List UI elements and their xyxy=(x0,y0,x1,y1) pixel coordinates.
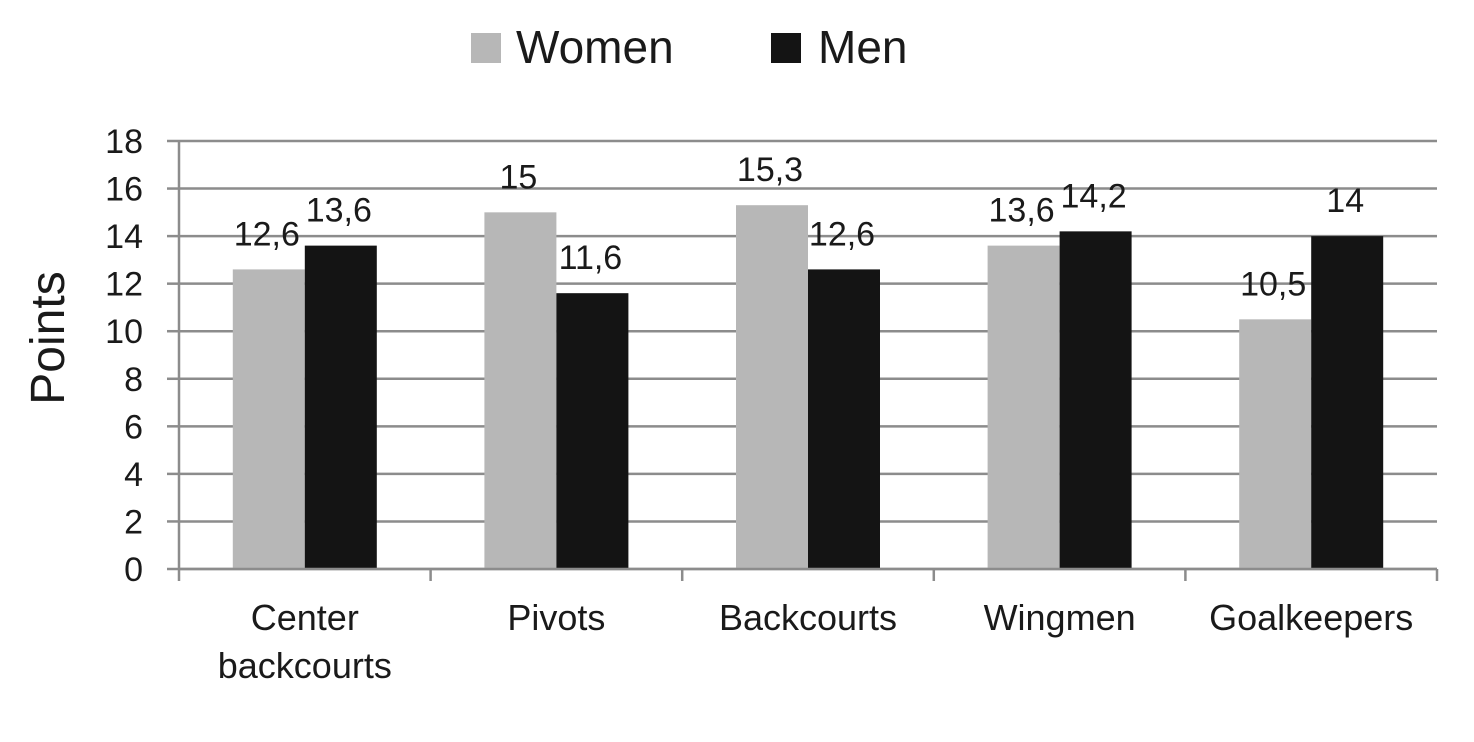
x-tick-label-line: Wingmen xyxy=(984,597,1136,638)
y-tick-label: 10 xyxy=(105,313,143,351)
data-label-women: 15 xyxy=(499,158,537,196)
data-label-women: 10,5 xyxy=(1240,265,1306,303)
x-tick-label-line: Backcourts xyxy=(719,597,897,638)
data-label-men: 14,2 xyxy=(1061,177,1127,215)
x-tick-label-line: Goalkeepers xyxy=(1209,597,1413,638)
bar-women xyxy=(1239,319,1312,569)
legend: Women Men xyxy=(471,21,907,73)
x-tick-label: Goalkeepers xyxy=(1209,597,1413,638)
x-tick-label-line: backcourts xyxy=(218,645,392,686)
bar-men xyxy=(304,245,377,569)
data-label-women: 13,6 xyxy=(989,192,1055,230)
bar-women xyxy=(987,245,1060,569)
x-tick-label-line: Center xyxy=(251,597,359,638)
data-label-men: 12,6 xyxy=(809,215,875,253)
x-tick-label: Center backcourts xyxy=(218,597,392,686)
x-tick-label: Wingmen xyxy=(984,597,1136,638)
x-tick-label: Pivots xyxy=(507,597,605,638)
legend-swatch-men xyxy=(771,33,801,63)
y-tick-label: 16 xyxy=(105,171,143,209)
y-tick-label: 18 xyxy=(105,123,143,161)
y-tick-label: 2 xyxy=(124,503,143,541)
bars xyxy=(232,205,1384,570)
bar-men xyxy=(556,293,629,569)
y-tick-label: 12 xyxy=(105,266,143,304)
data-label-women: 15,3 xyxy=(737,151,803,189)
y-tick-label: 14 xyxy=(105,218,143,256)
data-label-men: 13,6 xyxy=(306,192,372,230)
x-axis xyxy=(177,567,1439,581)
y-tick-label: 4 xyxy=(124,456,143,494)
x-tick-label-line: Pivots xyxy=(507,597,605,638)
legend-swatch-women xyxy=(471,33,501,63)
y-tick-label: 6 xyxy=(124,408,143,446)
legend-label-women: Women xyxy=(516,21,674,73)
bar-men xyxy=(1311,236,1384,569)
y-tick-label: 8 xyxy=(124,361,143,399)
x-tick-label: Backcourts xyxy=(719,597,897,638)
x-axis-tick-labels: Center backcourts Pivots Backcourts Wingmen G… xyxy=(218,597,1414,686)
y-tick-label: 0 xyxy=(124,551,143,589)
bar-men xyxy=(808,269,880,569)
data-label-men: 14 xyxy=(1326,182,1364,220)
bar-men xyxy=(1059,231,1132,569)
legend-label-men: Men xyxy=(818,21,907,73)
data-label-women: 12,6 xyxy=(234,215,300,253)
y-axis-ticks: 0 2 4 6 8 10 12 14 16 18 xyxy=(105,123,181,589)
bar-women xyxy=(232,269,305,569)
data-label-men: 11,6 xyxy=(559,239,623,277)
y-axis-label: Points xyxy=(22,271,75,404)
bar-women xyxy=(484,212,557,570)
bar-women xyxy=(736,205,808,569)
